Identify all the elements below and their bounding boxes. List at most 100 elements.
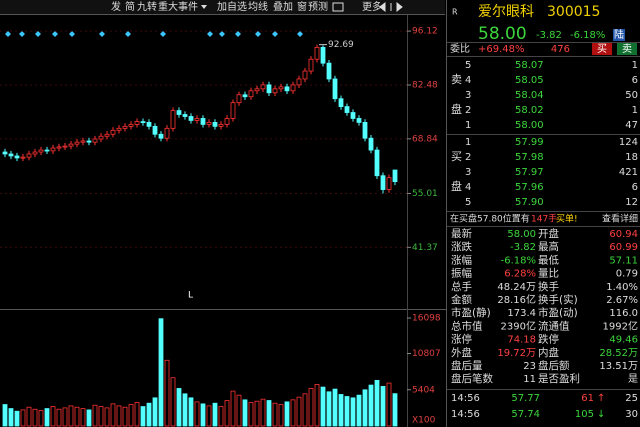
candle-body bbox=[116, 127, 122, 131]
event-marker[interactable] bbox=[125, 31, 131, 37]
market-badge: 陆 bbox=[614, 28, 624, 41]
volume-bar bbox=[68, 405, 74, 427]
candle-body bbox=[386, 177, 392, 190]
volume-bar bbox=[230, 390, 236, 427]
candle-body bbox=[164, 127, 170, 139]
buy-button[interactable]: 买 bbox=[597, 43, 607, 55]
stat-label: 流通值 bbox=[538, 319, 570, 332]
volume-unit: X100 bbox=[412, 416, 436, 426]
event-marker[interactable] bbox=[297, 31, 303, 37]
toolbar-button[interactable]: 九转 bbox=[137, 0, 157, 13]
stat-label: 跌停 bbox=[538, 333, 559, 346]
event-marker[interactable] bbox=[99, 31, 105, 37]
toolbar-button[interactable]: 发 bbox=[111, 0, 121, 13]
toolbar-button[interactable]: 均线 bbox=[248, 0, 268, 13]
level: 2 bbox=[465, 105, 471, 116]
toolbar-button[interactable]: 加自选 bbox=[217, 0, 247, 13]
toolbar-button[interactable]: 预测 bbox=[308, 0, 328, 13]
candle-body bbox=[146, 122, 152, 127]
badge: R bbox=[452, 8, 458, 17]
book-price: 58.00 bbox=[515, 120, 544, 131]
event-marker[interactable] bbox=[255, 31, 261, 37]
volume-bar bbox=[14, 410, 20, 427]
stat-value: 2.67% bbox=[606, 295, 638, 306]
volume-bar bbox=[110, 403, 116, 427]
change: -3.82 bbox=[536, 30, 562, 41]
toolbar-button[interactable]: 叠加 bbox=[273, 1, 293, 13]
buy-button-bg[interactable] bbox=[592, 43, 612, 55]
level: 5 bbox=[465, 60, 471, 71]
stat-label: 盘后笔数 bbox=[451, 372, 493, 385]
event-marker[interactable] bbox=[160, 31, 166, 37]
volume-bar bbox=[236, 394, 242, 427]
stat-value: 0.79 bbox=[616, 269, 638, 280]
stat-label: 市盈(动) bbox=[538, 306, 578, 319]
side-label: 买 bbox=[451, 150, 462, 163]
book-volume: 47 bbox=[625, 120, 638, 131]
volume-bar bbox=[350, 397, 356, 427]
notice-tail: 买单! bbox=[556, 213, 578, 225]
notice-link[interactable]: 查看详细 bbox=[602, 213, 638, 225]
dropdown-caret[interactable] bbox=[201, 5, 207, 9]
candle-body bbox=[302, 70, 308, 80]
stock-code: 300015 bbox=[547, 4, 600, 20]
toolbar-button[interactable]: 简 bbox=[125, 0, 135, 13]
candle-body bbox=[332, 78, 338, 100]
notice-text: 在买盘57.80位置有 bbox=[450, 213, 530, 225]
candle-body bbox=[140, 121, 146, 124]
volume-bar bbox=[290, 399, 296, 427]
event-marker[interactable] bbox=[235, 31, 241, 37]
event-marker[interactable] bbox=[272, 31, 278, 37]
event-marker[interactable] bbox=[35, 31, 41, 37]
candle-body bbox=[188, 116, 194, 121]
stat-value: 1992亿 bbox=[603, 319, 638, 332]
toolbar-icon[interactable] bbox=[332, 2, 344, 12]
trade-volume: 61 bbox=[581, 393, 594, 404]
candle-body bbox=[380, 175, 386, 190]
sell-button-bg[interactable] bbox=[617, 43, 637, 55]
trade-price: 57.74 bbox=[511, 409, 540, 420]
volume-bar bbox=[170, 377, 176, 427]
stat-label: 金额 bbox=[451, 293, 472, 306]
candle-body bbox=[8, 153, 14, 157]
candle-body bbox=[308, 58, 314, 72]
marker-label: L bbox=[188, 291, 193, 301]
stat-value: 是 bbox=[628, 373, 638, 385]
stat-value: 28.16亿 bbox=[497, 293, 536, 306]
event-marker[interactable] bbox=[219, 31, 225, 37]
candle-body bbox=[32, 151, 38, 155]
candle-body bbox=[236, 94, 242, 104]
trade-count: 25 bbox=[625, 393, 638, 404]
candle-body bbox=[206, 122, 212, 125]
volume-bar bbox=[356, 394, 362, 427]
event-marker[interactable] bbox=[52, 31, 58, 37]
volume-bar bbox=[224, 400, 230, 427]
toolbar-button[interactable]: 重大事件 bbox=[158, 0, 198, 13]
trade-time: 14:56 bbox=[451, 409, 480, 420]
stat-value: 49.46 bbox=[609, 335, 638, 346]
stat-value: 58.00 bbox=[507, 229, 536, 240]
volume-bar bbox=[314, 384, 320, 427]
book-price: 58.05 bbox=[515, 75, 544, 86]
candle-body bbox=[350, 112, 356, 119]
y-tick-label: 82.48 bbox=[412, 80, 438, 90]
toolbar-button[interactable]: 更多 bbox=[362, 0, 382, 13]
stat-value: 116.0 bbox=[609, 308, 638, 319]
nav-arrows[interactable] bbox=[379, 1, 403, 13]
event-marker[interactable] bbox=[207, 31, 213, 37]
stat-label: 振幅 bbox=[451, 267, 472, 280]
candle-body bbox=[158, 133, 164, 139]
stat-label: 换手 bbox=[538, 280, 559, 293]
event-marker[interactable] bbox=[5, 31, 11, 37]
candle-body bbox=[356, 118, 362, 123]
level: 5 bbox=[465, 197, 471, 208]
event-marker[interactable] bbox=[19, 31, 25, 37]
event-marker[interactable] bbox=[69, 31, 75, 37]
volume-bar bbox=[326, 391, 332, 427]
sell-button[interactable]: 卖 bbox=[622, 43, 632, 55]
toolbar-button[interactable]: 窗 bbox=[297, 0, 307, 13]
side-label: 卖 bbox=[451, 73, 462, 86]
volume-bar bbox=[194, 401, 200, 427]
